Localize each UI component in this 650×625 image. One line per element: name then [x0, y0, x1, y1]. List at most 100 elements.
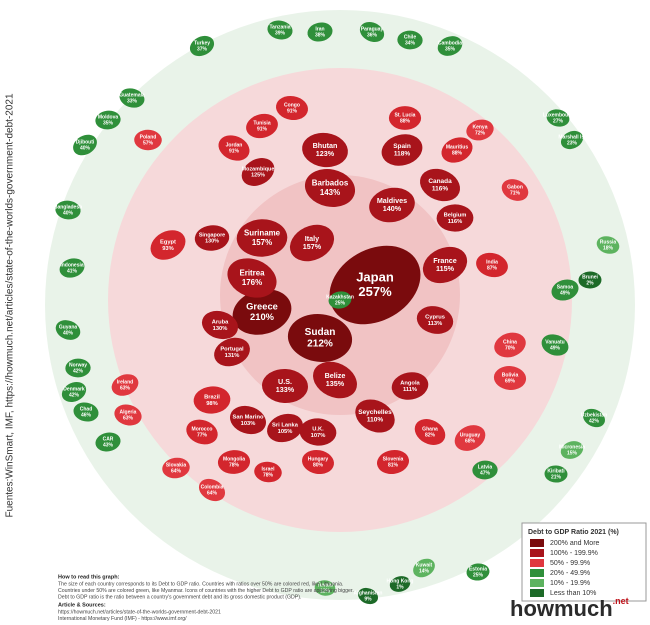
- country-value: 113%: [428, 321, 442, 327]
- country-value: 111%: [403, 387, 417, 393]
- country-shape: [437, 36, 463, 56]
- country-shape: [193, 386, 231, 414]
- country-name: Aruba: [212, 319, 229, 325]
- country-value: 91%: [257, 126, 268, 132]
- country-shape: [355, 399, 395, 433]
- how-to-title: How to read this graph:: [58, 574, 120, 580]
- country-name: Bolivia: [502, 373, 519, 379]
- country-shape: [493, 366, 527, 390]
- country-shape: [55, 200, 81, 220]
- country-value: 88%: [400, 118, 411, 124]
- country-name: Colombia: [201, 485, 224, 491]
- country-value: 69%: [505, 378, 516, 384]
- country-name: Sri Lanka: [272, 422, 299, 428]
- country-name: Spain: [393, 143, 411, 150]
- country-name: Maldives: [377, 196, 407, 205]
- country-name: Djibouti: [76, 140, 95, 146]
- country-shape: [65, 358, 91, 378]
- country-shape: [111, 374, 139, 396]
- country-value: 15%: [567, 450, 578, 456]
- country-name: Iran: [315, 27, 324, 33]
- country-shape: [73, 402, 99, 422]
- country-value: 49%: [550, 345, 561, 351]
- country-name: Congo: [284, 103, 300, 109]
- country-name: Belize: [325, 371, 346, 380]
- country-shape: [389, 576, 411, 592]
- country-name: Chad: [80, 407, 93, 413]
- country-value: 125%: [251, 173, 265, 179]
- country-shape: [560, 130, 584, 150]
- country-name: Angola: [400, 380, 420, 386]
- country-shape: [267, 20, 293, 40]
- country-shape: [55, 320, 81, 340]
- legend-label: 200% and More: [550, 540, 600, 547]
- country-name: Guatemala: [119, 93, 145, 99]
- country-shape: [441, 137, 473, 163]
- country-name: Brunei: [582, 275, 598, 281]
- country-shape: [267, 413, 303, 443]
- country-shape: [134, 129, 162, 151]
- country-name: Eritrea: [239, 269, 265, 278]
- country-value: 25%: [473, 572, 484, 578]
- country-shape: [254, 461, 282, 483]
- country-name: Uzbekistan: [581, 413, 607, 419]
- sources-title: Article & Sources:: [58, 602, 106, 608]
- country-shape: [501, 179, 529, 201]
- country-value: 140%: [383, 204, 402, 213]
- country-value: 41%: [67, 268, 78, 274]
- legend-swatch: [530, 589, 544, 597]
- country-shape: [114, 404, 142, 426]
- country-value: 37%: [197, 46, 208, 52]
- country-name: Egypt: [160, 239, 176, 245]
- country-value: 47%: [480, 470, 491, 476]
- country-value: 33%: [127, 98, 138, 104]
- country-name: Luxembourg: [543, 113, 573, 119]
- country-shape: [314, 580, 336, 596]
- country-name: Mongolia: [223, 457, 245, 463]
- country-shape: [544, 465, 568, 483]
- country-shape: [230, 405, 266, 435]
- country-shape: [186, 419, 218, 445]
- country-shape: [466, 119, 494, 141]
- country-value: 36%: [367, 32, 378, 38]
- country-value: 143%: [320, 188, 340, 197]
- country-name: Seychelles: [358, 409, 392, 416]
- country-value: 42%: [589, 418, 600, 424]
- country-value: 116%: [448, 219, 462, 225]
- country-shape: [289, 224, 335, 262]
- country-name: Moldova: [98, 115, 118, 121]
- country-name: Sudan: [305, 327, 336, 338]
- country-name: Canada: [428, 178, 452, 185]
- legend-label: 50% - 99.9%: [550, 560, 590, 567]
- country-shape: [214, 337, 250, 367]
- country-value: 40%: [63, 210, 74, 216]
- country-name: Marshall Is.: [558, 135, 586, 141]
- country-name: Kuwait: [416, 563, 433, 569]
- country-value: 116%: [432, 186, 448, 193]
- country-value: 78%: [263, 472, 274, 478]
- country-value: 130%: [213, 326, 228, 332]
- country-shape: [198, 478, 226, 502]
- country-shape: [328, 291, 352, 309]
- country-shape: [560, 441, 584, 459]
- country-shape: [414, 419, 446, 445]
- country-name: Paraguay: [361, 27, 384, 33]
- country-value: 210%: [250, 312, 275, 322]
- country-name: Bangladesh: [54, 205, 82, 211]
- country-name: Tanzania: [269, 25, 290, 31]
- country-shape: [583, 408, 605, 428]
- country-value: 46%: [81, 412, 92, 418]
- country-shape: [302, 132, 348, 168]
- country-name: Brazil: [204, 394, 220, 400]
- country-name: Italy: [305, 234, 319, 243]
- country-shape: [313, 361, 357, 399]
- country-name: Singapore: [199, 232, 225, 238]
- country-value: 21%: [551, 474, 562, 480]
- country-name: Jordan: [226, 143, 243, 149]
- country-shape: [419, 168, 461, 202]
- legend-title: Debt to GDP Ratio 2021 (%): [528, 529, 619, 536]
- country-value: 88%: [452, 150, 463, 156]
- country-shape: [359, 21, 385, 43]
- country-name: Guyana: [59, 325, 78, 331]
- country-name: Estonia: [469, 567, 487, 573]
